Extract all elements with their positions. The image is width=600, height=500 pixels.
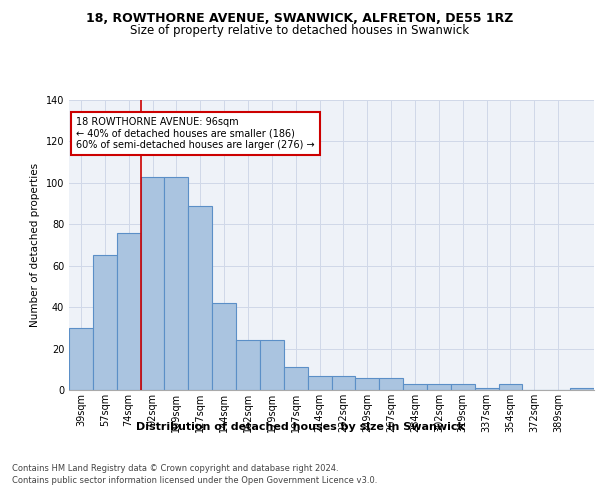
Bar bbox=[403, 384, 427, 390]
Text: 18 ROWTHORNE AVENUE: 96sqm
← 40% of detached houses are smaller (186)
60% of sem: 18 ROWTHORNE AVENUE: 96sqm ← 40% of deta… bbox=[76, 116, 315, 150]
Text: Contains public sector information licensed under the Open Government Licence v3: Contains public sector information licen… bbox=[12, 476, 377, 485]
Bar bbox=[236, 340, 260, 390]
Bar bbox=[475, 388, 499, 390]
Bar bbox=[355, 378, 379, 390]
Text: Distribution of detached houses by size in Swanwick: Distribution of detached houses by size … bbox=[136, 422, 464, 432]
Bar bbox=[93, 256, 117, 390]
Bar bbox=[260, 340, 284, 390]
Bar bbox=[212, 303, 236, 390]
Bar bbox=[188, 206, 212, 390]
Y-axis label: Number of detached properties: Number of detached properties bbox=[30, 163, 40, 327]
Text: 18, ROWTHORNE AVENUE, SWANWICK, ALFRETON, DE55 1RZ: 18, ROWTHORNE AVENUE, SWANWICK, ALFRETON… bbox=[86, 12, 514, 26]
Bar bbox=[117, 232, 140, 390]
Bar bbox=[284, 367, 308, 390]
Bar bbox=[308, 376, 331, 390]
Bar bbox=[379, 378, 403, 390]
Bar bbox=[331, 376, 355, 390]
Bar bbox=[499, 384, 523, 390]
Bar bbox=[164, 176, 188, 390]
Text: Contains HM Land Registry data © Crown copyright and database right 2024.: Contains HM Land Registry data © Crown c… bbox=[12, 464, 338, 473]
Bar bbox=[427, 384, 451, 390]
Text: Size of property relative to detached houses in Swanwick: Size of property relative to detached ho… bbox=[130, 24, 470, 37]
Bar bbox=[451, 384, 475, 390]
Bar bbox=[140, 176, 164, 390]
Bar bbox=[570, 388, 594, 390]
Bar bbox=[69, 328, 93, 390]
